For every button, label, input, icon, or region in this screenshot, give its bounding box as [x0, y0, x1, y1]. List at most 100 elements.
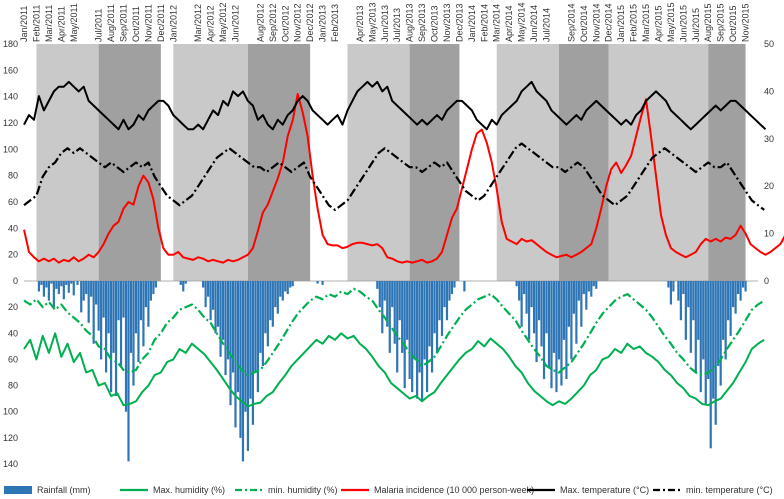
month-tick-label: Nov/2011: [143, 4, 153, 42]
rainfall-bar: [82, 281, 85, 301]
rainfall-bar: [259, 281, 262, 353]
legend-label: Malaria incidence (10 000 person-week): [374, 485, 534, 495]
rainfall-bar: [729, 281, 732, 336]
rainfall-bar: [520, 281, 523, 327]
rainfall-bar: [147, 281, 150, 327]
month-tick-label: Jan/2011: [19, 6, 29, 42]
month-tick-label: Nov/2013: [442, 3, 452, 42]
rainfall-bar: [527, 281, 531, 340]
month-tick-label: Jan/2013: [318, 5, 328, 42]
rainfall-bar: [684, 281, 687, 340]
rainfall-bar: [667, 281, 670, 288]
rainfall-bar: [72, 281, 75, 296]
rainfall-bar: [219, 281, 222, 357]
rainfall-bar: [85, 281, 88, 295]
rainfall-bar: [542, 281, 546, 380]
rainfall-bar: [744, 281, 747, 292]
rainfall-bar: [391, 281, 394, 308]
month-tick-label: Apr/2015: [653, 5, 663, 42]
month-tick-label: Aug/2013: [405, 3, 415, 42]
rainfall-bar: [42, 281, 46, 297]
month-tick-label: Feb/2011: [31, 5, 41, 42]
rainfall-bar: [261, 281, 264, 366]
rainfall-bar: [592, 281, 595, 287]
rainfall-bar: [378, 281, 381, 308]
rainfall-bar: [80, 281, 83, 313]
rainfall-bar: [722, 281, 725, 340]
month-tick-label: Oct/2015: [728, 5, 738, 42]
month-tick-label: Jun/2012: [230, 5, 240, 42]
rainfall-bar: [702, 281, 705, 360]
right-upper-tick-label: 20: [764, 181, 774, 191]
rainfall-bar: [421, 281, 424, 402]
rainfall-bar: [440, 281, 444, 336]
rainfall-bar: [537, 281, 541, 321]
legend-item-max-humidity: Max. humidity (%): [120, 485, 225, 495]
month-tick-label: Jun/2014: [529, 5, 539, 42]
rainfall-bar: [254, 281, 257, 373]
rainfall-bar: [565, 281, 568, 380]
month-tick-label: Oct/2011: [131, 6, 141, 42]
rainfall-bar: [154, 281, 157, 288]
rainfall-bar: [244, 281, 247, 412]
rainfall-bar: [207, 281, 210, 297]
rainfall-bar: [224, 281, 227, 376]
rainfall-bar: [433, 281, 436, 334]
rainfall-bar: [739, 281, 742, 301]
rainfall-bar: [411, 281, 414, 393]
rainfall-bar: [732, 281, 735, 308]
left-lower-tick-label: 80: [8, 381, 18, 391]
rainfall-bar: [107, 281, 110, 334]
month-tick-label: Oct/2014: [579, 5, 589, 42]
rainfall-bar: [281, 281, 284, 301]
rainfall-bar: [246, 281, 250, 451]
rainfall-bar: [689, 281, 692, 353]
rainfall-bar: [112, 281, 115, 353]
rainfall-bar: [231, 281, 235, 373]
left-upper-tick-label: 80: [8, 171, 18, 181]
rainfall-bar: [55, 281, 58, 289]
legend-item-malaria-incidence-10-000-person-week: Malaria incidence (10 000 person-week): [341, 485, 534, 495]
rainfall-bar: [540, 281, 543, 347]
shaded-period-dark: [708, 44, 746, 281]
rainfall-bar: [423, 281, 426, 360]
month-tick-label: Dec/2012: [305, 3, 315, 42]
legend-swatch: [4, 486, 32, 494]
rainfall-bar: [595, 281, 598, 289]
rainfall-bar: [251, 281, 255, 425]
rainfall-bar: [271, 281, 274, 327]
series-line-min-temperature-c: [23, 142, 765, 211]
rainfall-bar: [95, 281, 98, 305]
rainfall-bar: [697, 281, 700, 340]
rainfall-bar: [269, 281, 272, 321]
rainfall-bar: [60, 281, 63, 287]
rainfall-bar: [149, 281, 152, 301]
series-line-max-temperature-c: [23, 80, 767, 131]
rainfall-bar: [65, 281, 68, 285]
rainfall-bar: [736, 281, 740, 295]
month-tick-label: Jun/2013: [380, 5, 390, 42]
month-tick-label: Oct/2013: [430, 5, 440, 42]
rainfall-bar: [443, 281, 446, 308]
rainfall-bar: [256, 281, 259, 393]
legend-item-min-humidity: min. humidity (%): [235, 485, 338, 495]
rainfall-bar: [699, 281, 702, 393]
rainfall-bar: [552, 281, 556, 353]
legend-label: Rainfall (mm): [37, 485, 91, 495]
rainfall-bar: [590, 281, 593, 297]
rainfall-bar: [418, 281, 421, 373]
rainfall-bars: [37, 281, 747, 462]
month-tick-label: Jul/2011: [94, 9, 104, 42]
rainfall-bar: [47, 281, 50, 301]
shaded-period-light: [608, 44, 709, 281]
left-lower-tick-label: 20: [8, 302, 18, 312]
rainfall-bar: [428, 281, 431, 347]
rainfall-bar: [97, 281, 100, 331]
rainfall-bar: [57, 281, 60, 295]
left-lower-tick-label: 40: [8, 328, 18, 338]
left-lower-tick-label: 60: [8, 354, 18, 364]
legend-label: min. humidity (%): [268, 485, 338, 495]
month-tick-label: Mar/2015: [641, 4, 651, 42]
right-upper-tick-label: 0: [764, 276, 769, 286]
rainfall-bar: [376, 281, 379, 289]
